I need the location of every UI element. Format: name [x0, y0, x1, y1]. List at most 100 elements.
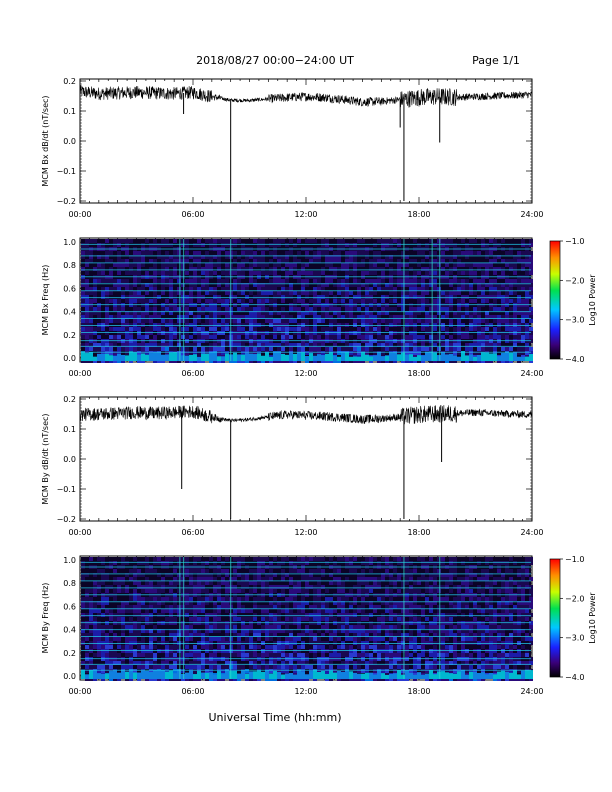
- spectrogram-cell: [189, 597, 193, 601]
- spectrogram-cell: [333, 617, 337, 621]
- spectrogram-cell: [529, 351, 533, 355]
- spectrogram-cell: [529, 315, 533, 319]
- spectrogram-cell: [501, 331, 505, 335]
- spectrogram-cell: [105, 653, 109, 657]
- y-axis-title: MCM By Freq (Hz): [41, 583, 50, 654]
- spectrogram-cell: [301, 597, 305, 601]
- spectrogram-cell: [145, 617, 149, 621]
- spectrogram-cell: [325, 291, 329, 295]
- spectrogram-cell: [401, 347, 405, 351]
- spectrogram-cell: [253, 343, 257, 347]
- spectrogram-cell: [105, 307, 109, 311]
- spectrogram-cell: [89, 323, 93, 327]
- spectrogram-cell: [361, 259, 365, 263]
- spectrogram-cell: [513, 331, 517, 335]
- spectrogram-cell: [101, 649, 105, 653]
- spectrogram-cell: [309, 617, 313, 621]
- spectrogram-cell: [153, 295, 157, 299]
- spectrogram-cell: [277, 319, 281, 323]
- spectrogram-cell: [433, 299, 437, 303]
- spectrogram-cell: [201, 323, 205, 327]
- spectrogram-cell: [205, 267, 209, 271]
- spectrogram-cell: [277, 311, 281, 315]
- spectrogram-cell: [241, 649, 245, 653]
- spectrogram-cell: [121, 295, 125, 299]
- spectrogram-cell: [401, 287, 405, 291]
- spectrogram-cell: [205, 625, 209, 629]
- spectrogram-cell: [373, 271, 377, 275]
- spectrogram-cell: [469, 291, 473, 295]
- spectrogram-cell: [161, 263, 165, 267]
- spectrogram-cell: [321, 295, 325, 299]
- spectrogram-cell: [489, 343, 493, 347]
- spectrogram-cell: [97, 243, 101, 247]
- spectrogram-cell: [425, 287, 429, 291]
- spectrogram-cell: [485, 267, 489, 271]
- spectrogram-cell: [193, 669, 197, 673]
- spectrogram-cell: [281, 589, 285, 593]
- spectrogram-cell: [241, 251, 245, 255]
- spectrogram-cell: [273, 319, 277, 323]
- spectrogram-cell: [129, 311, 133, 315]
- spectrogram-cell: [281, 585, 285, 589]
- spectrogram-cell: [237, 633, 241, 637]
- spectrogram-cell: [177, 299, 181, 303]
- spectrogram-cell: [237, 331, 241, 335]
- spectrogram-cell: [221, 665, 225, 669]
- spectrogram-cell: [169, 585, 173, 589]
- low-frequency-band: [313, 355, 317, 361]
- spectrogram-cell: [333, 601, 337, 605]
- spectrogram-cell: [189, 573, 193, 577]
- spectrogram-cell: [437, 287, 441, 291]
- spectrogram-cell: [325, 649, 329, 653]
- spectrogram-cell: [309, 255, 313, 259]
- low-frequency-band: [161, 354, 165, 361]
- spectrogram-cell: [161, 267, 165, 271]
- spectrogram-cell: [137, 649, 141, 653]
- spectrogram-cell: [389, 307, 393, 311]
- spectrogram-cell: [333, 331, 337, 335]
- spectrogram-cell: [481, 239, 485, 243]
- spectrogram-cell: [517, 335, 521, 339]
- spectrogram-cell: [377, 279, 381, 283]
- spectrogram-cell: [337, 323, 341, 327]
- spectrogram-cell: [401, 271, 405, 275]
- spectrogram-cell: [285, 641, 289, 645]
- spectrogram-cell: [433, 267, 437, 271]
- spectrogram-cell: [405, 279, 409, 283]
- spectrogram-cell: [121, 649, 125, 653]
- y-tick-label: −0.2: [57, 197, 76, 206]
- spectrogram-cell: [321, 351, 325, 355]
- spectrogram-cell: [249, 251, 253, 255]
- spectrogram-cell: [277, 665, 281, 669]
- spectrogram-cell: [265, 613, 269, 617]
- spectrogram-cell: [189, 263, 193, 267]
- spectrogram-cell: [529, 295, 533, 299]
- spectrogram-cell: [117, 243, 121, 247]
- spectrogram-cell: [177, 649, 181, 653]
- spectrogram-cell: [389, 335, 393, 339]
- spectrogram-cell: [173, 323, 177, 327]
- spectrogram-cell: [381, 351, 385, 355]
- spectrogram-cell: [305, 283, 309, 287]
- spectrogram-cell: [125, 625, 129, 629]
- spectrogram-cell: [317, 569, 321, 573]
- spectrogram-cell: [469, 287, 473, 291]
- spectrogram-cell: [429, 263, 433, 267]
- spectrogram-cell: [89, 609, 93, 613]
- spectrogram-cell: [201, 569, 205, 573]
- spectrogram-cell: [525, 311, 529, 315]
- spectrogram-cell: [325, 669, 329, 673]
- spectrogram-cell: [437, 263, 441, 267]
- spectrogram-cell: [277, 645, 281, 649]
- spectrogram-cell: [485, 299, 489, 303]
- spectrogram-cell: [209, 263, 213, 267]
- spectrogram-cell: [293, 263, 297, 267]
- spectrogram-cell: [161, 343, 165, 347]
- spectrogram-cell: [493, 279, 497, 283]
- spectrogram-cell: [189, 335, 193, 339]
- spectrogram-cell: [257, 263, 261, 267]
- spectrogram-cell: [289, 283, 293, 287]
- spectrogram-cell: [285, 585, 289, 589]
- spectrogram-cell: [341, 331, 345, 335]
